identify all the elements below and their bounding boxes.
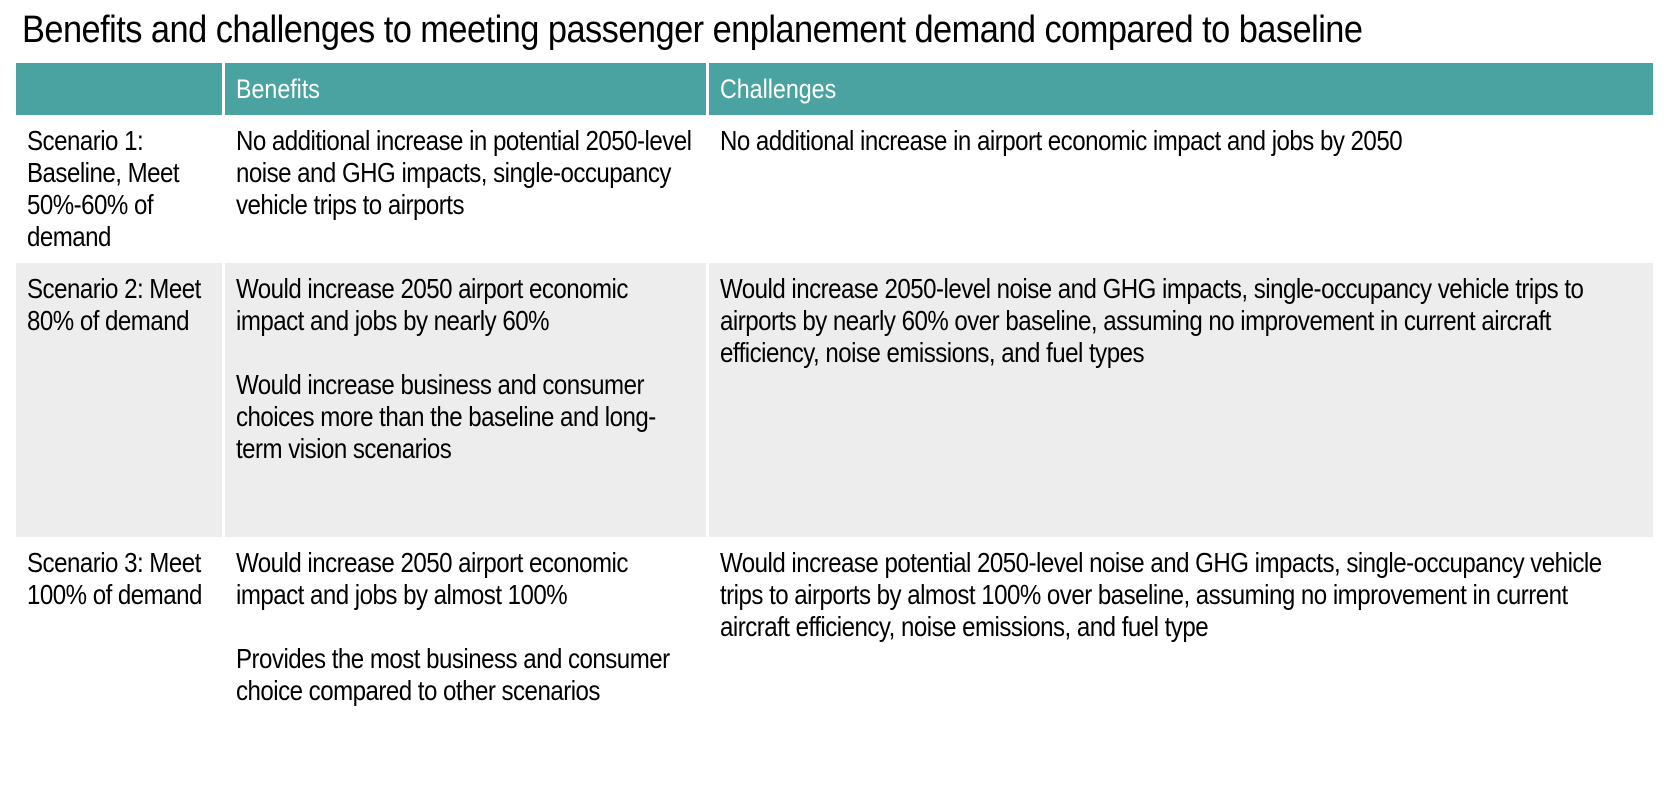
challenges-cell: Would increase 2050-level noise and GHG … [705,263,1653,537]
benefit-text: Would increase business and consumer cho… [235,369,656,464]
benefit-text: No additional increase in potential 2050… [235,125,692,220]
header-challenges: Challenges [705,63,1653,115]
header-scenario [16,63,223,115]
scenario-cell: Scenario 1: Baseline, Meet 50%-60% of de… [27,125,180,252]
table-row: Scenario 1: Baseline, Meet 50%-60% of de… [16,115,1653,263]
challenges-cell: No additional increase in airport econom… [705,115,1653,263]
benefit-text: Provides the most business and consumer … [235,643,670,706]
scenarios-table: Benefits Challenges Scenario 1: Baseline… [16,63,1653,773]
challenge-text: Would increase potential 2050-level nois… [719,547,1602,642]
benefits-cell: Would increase 2050 airport economic imp… [221,263,707,537]
scenario-cell: Scenario 2: Meet 80% of demand [16,263,223,537]
scenario-cell: Scenario 3: Meet 100% of demand [27,547,202,610]
page-title: Benefits and challenges to meeting passe… [22,9,1363,51]
benefit-text: Would increase 2050 airport economic imp… [235,273,628,336]
challenge-text: Would increase 2050-level noise and GHG … [719,273,1584,368]
challenge-text: No additional increase in airport econom… [719,125,1403,156]
benefit-text: Would increase 2050 airport economic imp… [235,547,628,610]
table-row: Scenario 3: Meet 100% of demand Would in… [16,537,1653,773]
benefits-cell: No additional increase in potential 2050… [221,115,707,263]
table-row: Scenario 2: Meet 80% of demand Would inc… [16,263,1653,537]
header-benefits: Benefits [221,63,707,115]
table-header-row: Benefits Challenges [16,63,1653,115]
benefits-cell: Would increase 2050 airport economic imp… [221,537,707,773]
challenges-cell: Would increase potential 2050-level nois… [705,537,1653,773]
